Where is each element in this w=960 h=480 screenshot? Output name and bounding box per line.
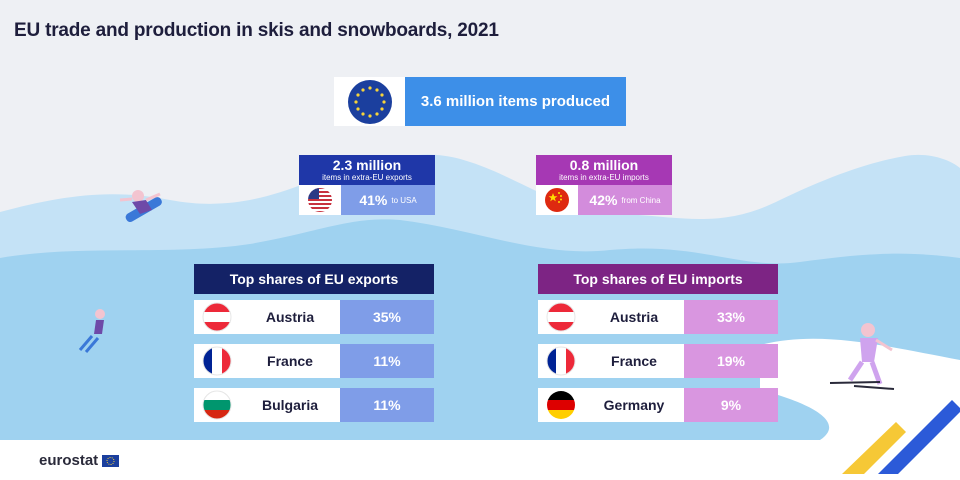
production-label: 3.6 million items produced <box>405 77 626 126</box>
export-country-name: Austria <box>240 300 340 334</box>
export-country-name: France <box>240 344 340 378</box>
export-share-value: 35% <box>340 300 434 334</box>
table-row: Austria 33% <box>538 300 778 334</box>
export-share-value: 11% <box>340 344 434 378</box>
export-share-value: 11% <box>340 388 434 422</box>
extra-eu-exports-share: 41% to USA <box>341 185 435 215</box>
import-country-name: France <box>584 344 684 378</box>
extra-eu-imports-share: 42% from China <box>578 185 672 215</box>
production-box: 3.6 million items produced <box>334 77 626 126</box>
logo-text: eurostat <box>39 452 99 469</box>
extra-eu-imports-partner: from China <box>621 195 661 205</box>
import-share-value: 9% <box>684 388 778 422</box>
skier-icon <box>78 309 105 353</box>
import-share-value: 33% <box>684 300 778 334</box>
extra-eu-exports-header: 2.3 million items in extra-EU exports <box>299 155 435 185</box>
extra-eu-exports-partner: to USA <box>391 195 417 205</box>
page-title: EU trade and production in skis and snow… <box>14 20 499 41</box>
table-row: Germany 9% <box>538 388 778 422</box>
eurostat-logo: eurostat <box>39 452 120 469</box>
table-row: Austria 35% <box>194 300 434 334</box>
eu-flag-icon <box>334 77 405 126</box>
table-row: France 11% <box>194 344 434 378</box>
extra-eu-imports-caption: items in extra-EU imports <box>559 173 649 182</box>
import-share-value: 19% <box>684 344 778 378</box>
germany-flag-icon <box>538 388 584 422</box>
extra-eu-imports-box: 0.8 million items in extra-EU imports 42… <box>536 155 672 215</box>
extra-eu-exports-box: 2.3 million items in extra-EU exports <box>299 155 435 215</box>
import-country-name: Austria <box>584 300 684 334</box>
eu-flag-small-icon <box>102 454 120 467</box>
top-exports-title: Top shares of EU exports <box>194 264 434 294</box>
extra-eu-exports-amount: 2.3 million <box>332 157 402 173</box>
import-country-name: Germany <box>584 388 684 422</box>
top-imports-panel: Top shares of EU imports Austria 33% <box>538 264 778 426</box>
extra-eu-imports-amount: 0.8 million <box>569 157 639 173</box>
austria-flag-icon <box>538 300 584 334</box>
france-flag-icon <box>194 344 240 378</box>
extra-eu-imports-header: 0.8 million items in extra-EU imports <box>536 155 672 185</box>
snowboarder-icon <box>119 190 162 222</box>
bulgaria-flag-icon <box>194 388 240 422</box>
table-row: Bulgaria 11% <box>194 388 434 422</box>
table-row: France 19% <box>538 344 778 378</box>
export-country-name: Bulgaria <box>240 388 340 422</box>
austria-flag-icon <box>194 300 240 334</box>
top-exports-panel: Top shares of EU exports Austria 35% <box>194 264 434 426</box>
extra-eu-exports-pct: 41% <box>359 192 388 208</box>
france-flag-icon <box>538 344 584 378</box>
extra-eu-exports-body: 41% to USA <box>299 185 435 215</box>
cross-country-skier-icon <box>829 323 895 390</box>
top-imports-title: Top shares of EU imports <box>538 264 778 294</box>
usa-flag-icon <box>299 185 341 215</box>
extra-eu-exports-caption: items in extra-EU exports <box>322 173 412 182</box>
china-flag-icon <box>536 185 578 215</box>
extra-eu-imports-body: 42% from China <box>536 185 672 215</box>
extra-eu-imports-pct: 42% <box>589 192 618 208</box>
